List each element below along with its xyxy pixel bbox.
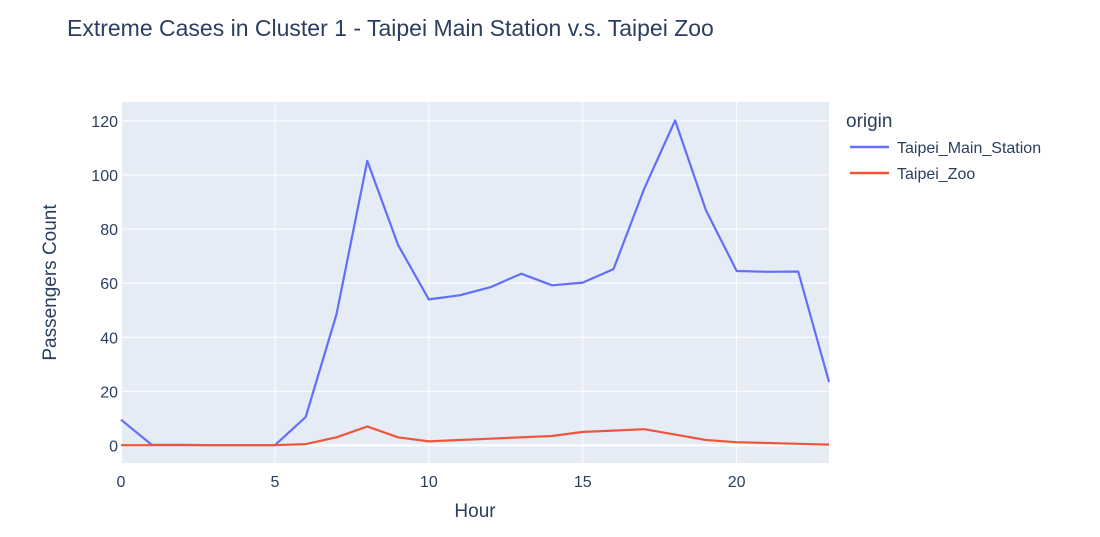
x-tick-label: 10 [420,474,438,491]
y-tick-label: 80 [100,222,118,239]
legend-item-taipei-zoo[interactable]: Taipei_Zoo [850,166,975,183]
y-tick-label: 100 [91,168,118,185]
x-axis-title: Hour [454,501,496,522]
x-tick-label: 20 [728,474,746,491]
legend-label: Taipei_Zoo [897,166,975,183]
legend-item-taipei-main-station[interactable]: Taipei_Main_Station [850,140,1041,157]
y-tick-label: 40 [100,330,118,347]
series-lines [120,119,831,447]
y-tick-label: 60 [100,276,118,293]
x-tick-label: 5 [270,474,279,491]
plot-area [121,102,829,463]
legend[interactable]: origin Taipei_Main_Station Taipei_Zoo [846,111,1041,183]
legend-title: origin [846,111,892,132]
legend-label: Taipei_Main_Station [897,140,1041,157]
y-tick-label: 20 [100,384,118,401]
y-tick-label: 0 [109,438,118,455]
y-tick-label: 120 [91,114,118,131]
axis-ticks: 0 5 10 15 20 0 20 40 60 80 100 120 [91,114,745,491]
x-tick-label: 15 [574,474,592,491]
y-axis-title: Passengers Count [40,204,61,361]
x-tick-label: 0 [117,474,126,491]
series-line-taipei-zoo [121,425,830,447]
chart-title: Extreme Cases in Cluster 1 - Taipei Main… [67,15,714,41]
